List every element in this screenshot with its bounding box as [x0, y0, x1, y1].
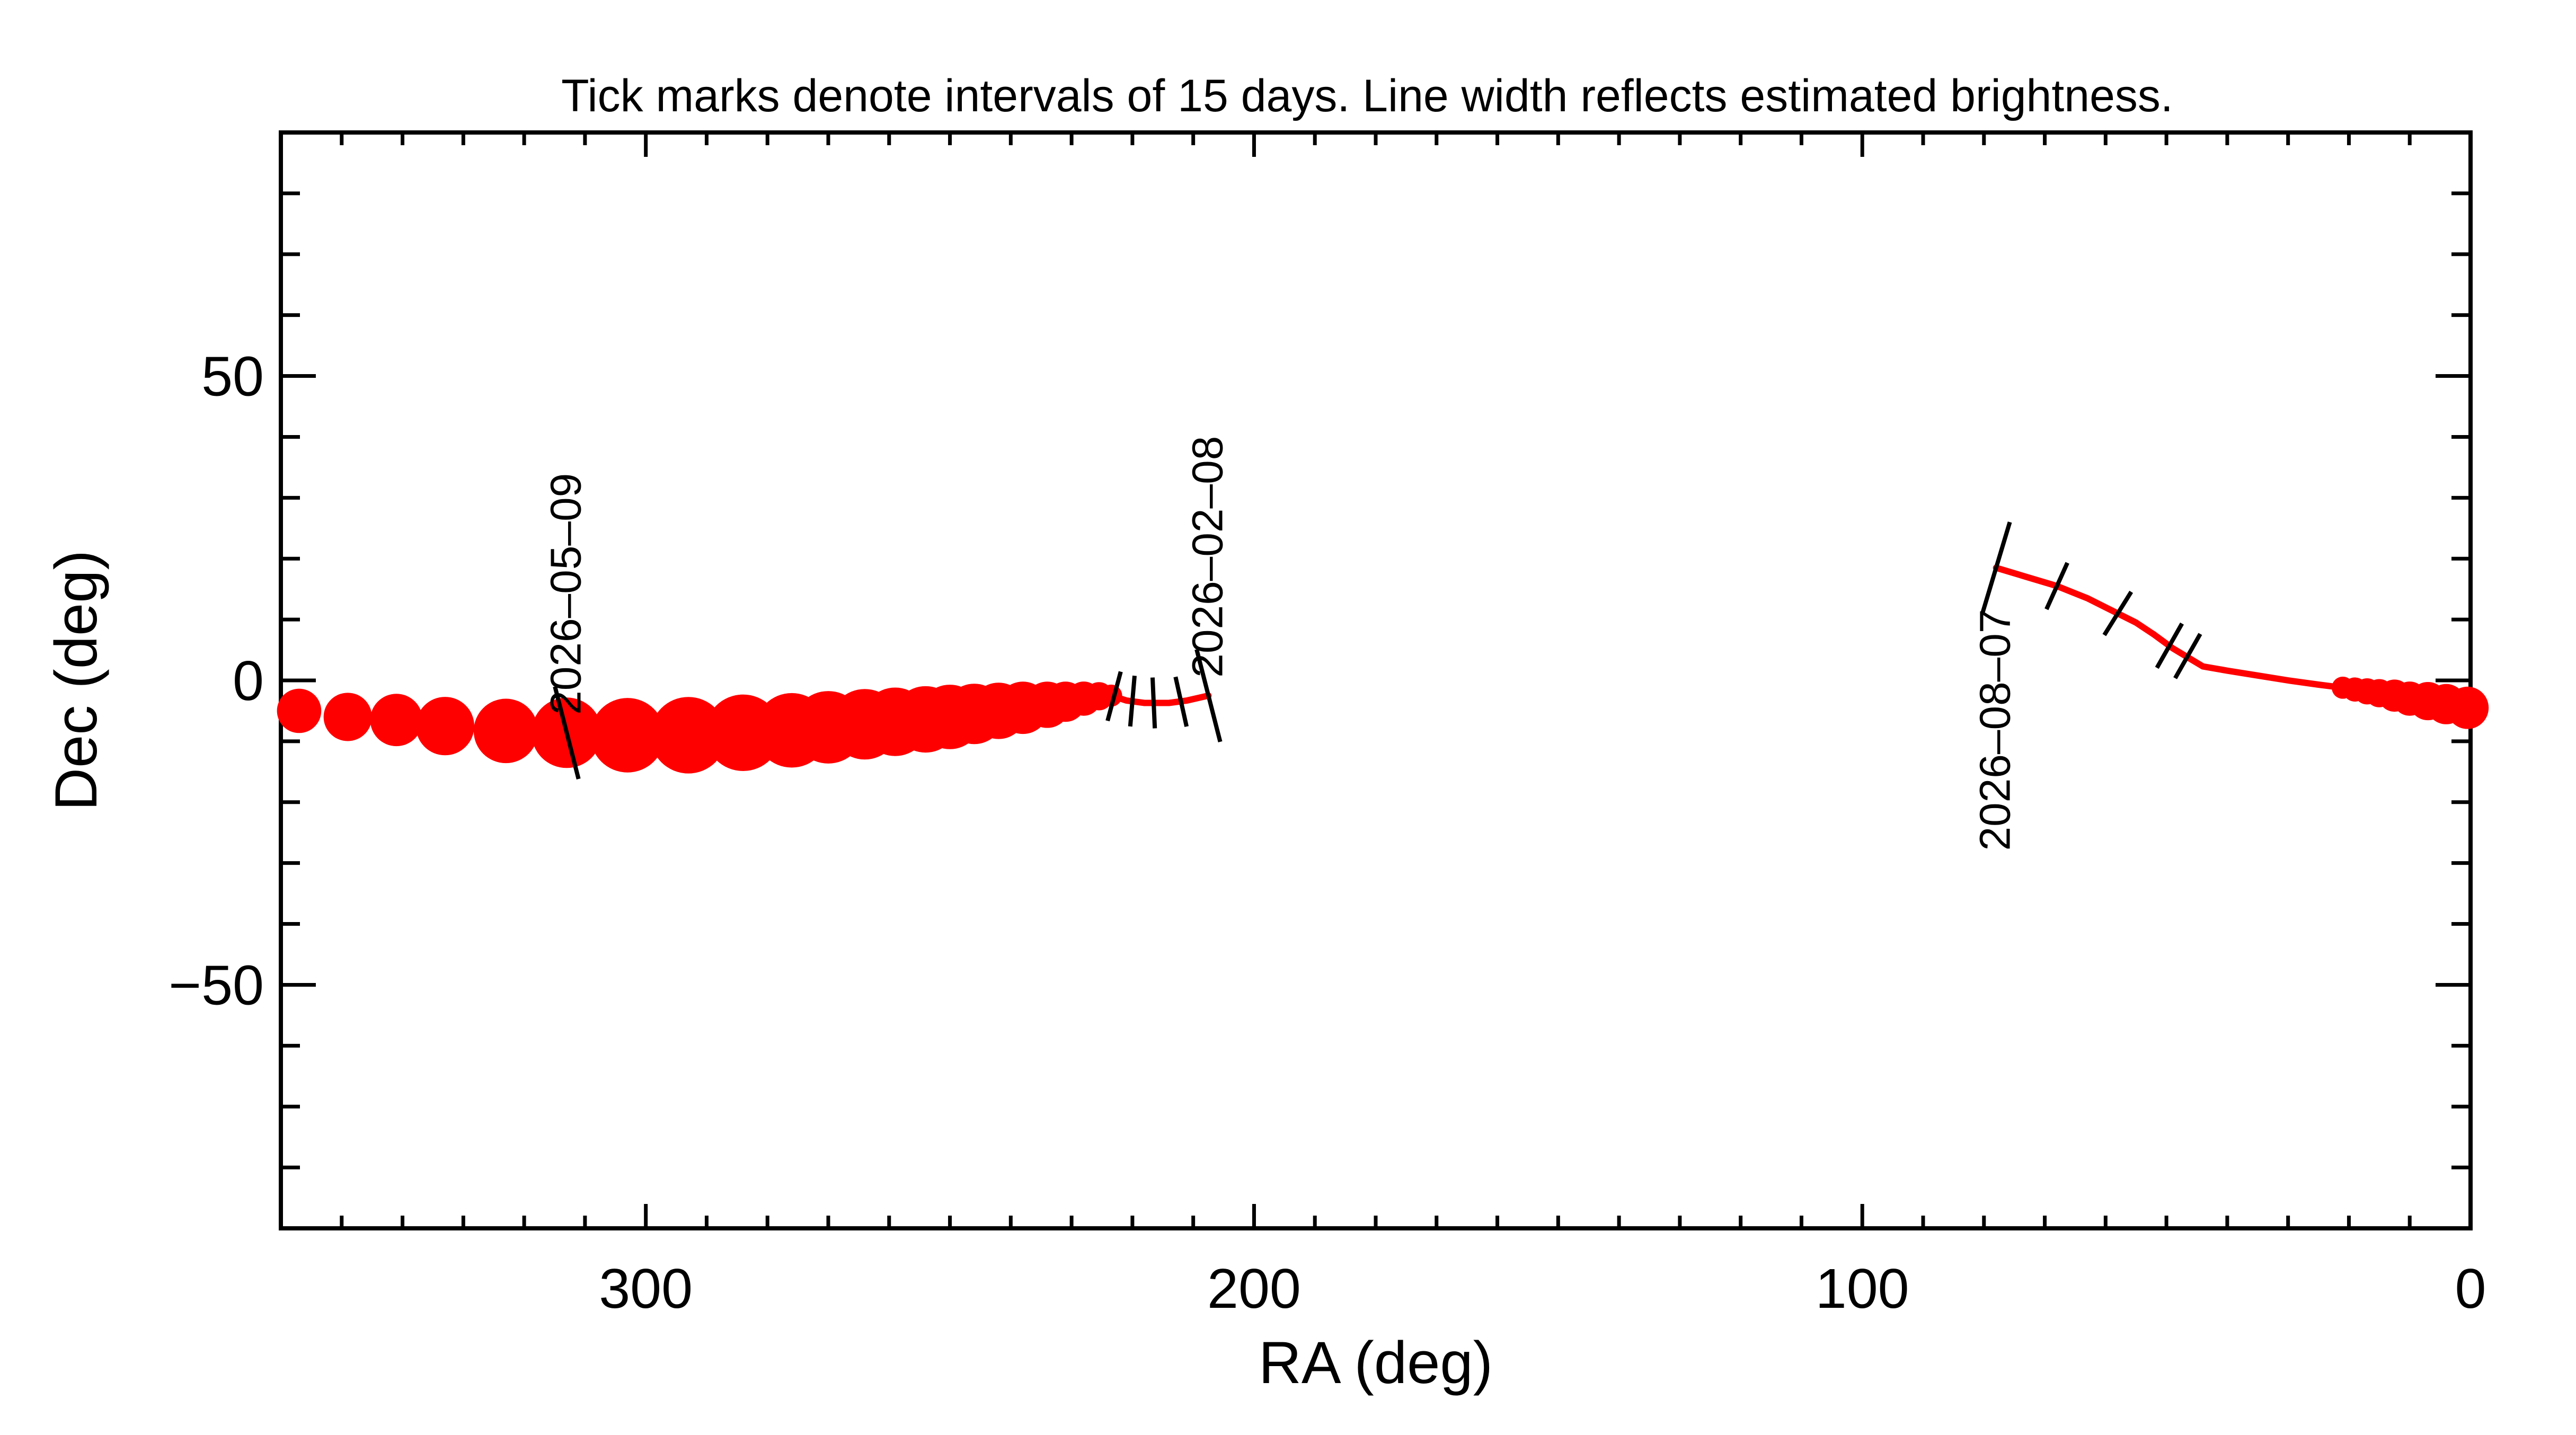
y-axis-title: Dec (deg) — [43, 550, 109, 811]
y-tick-label: 50 — [201, 346, 264, 408]
x-tick-label: 200 — [1207, 1257, 1301, 1320]
track-point — [590, 698, 665, 773]
track-point — [2446, 686, 2489, 729]
chart-title: Tick marks denote intervals of 15 days. … — [561, 70, 2173, 121]
date-label: 2026–02–08 — [1183, 436, 1232, 678]
interval-tick — [1150, 677, 1157, 729]
interval-ticks — [553, 521, 2202, 779]
track-point — [650, 697, 727, 774]
date-label: 2026–08–07 — [1971, 609, 2020, 851]
x-tick-label: 300 — [599, 1257, 693, 1320]
ephemeris-track — [277, 564, 2489, 774]
interval-tick — [2102, 590, 2134, 636]
interval-tick — [1128, 675, 1137, 727]
interval-tick — [1105, 671, 1123, 722]
interval-tick — [2173, 633, 2202, 679]
date-label: 2026–05–09 — [542, 473, 590, 715]
x-tick-label: 0 — [2455, 1257, 2486, 1320]
track-point — [473, 698, 538, 764]
y-tick-label: 0 — [233, 650, 264, 712]
track-point — [370, 694, 423, 747]
interval-tick — [1173, 676, 1189, 727]
x-tick-label: 100 — [1816, 1257, 1909, 1320]
interval-tick — [2155, 622, 2184, 669]
track-point — [277, 688, 322, 733]
axis-tick-labels: 300 200 100 0 50 0 −50 — [169, 346, 2486, 1320]
x-axis-title: RA (deg) — [1259, 1330, 1493, 1396]
track-point — [415, 697, 475, 756]
interval-tick — [553, 686, 581, 779]
date-labels: 2026–05–09 2026–02–08 2026–08–07 — [542, 436, 2020, 851]
track-line — [1993, 564, 2346, 691]
interval-tick — [2044, 562, 2069, 610]
track-line — [1108, 692, 1212, 706]
plot-frame — [279, 130, 2473, 1230]
y-tick-label: −50 — [169, 954, 264, 1016]
interval-tick — [1980, 521, 2012, 614]
interval-tick — [1194, 649, 1223, 742]
axis-ticks — [279, 130, 2473, 1230]
track-point — [323, 693, 372, 741]
